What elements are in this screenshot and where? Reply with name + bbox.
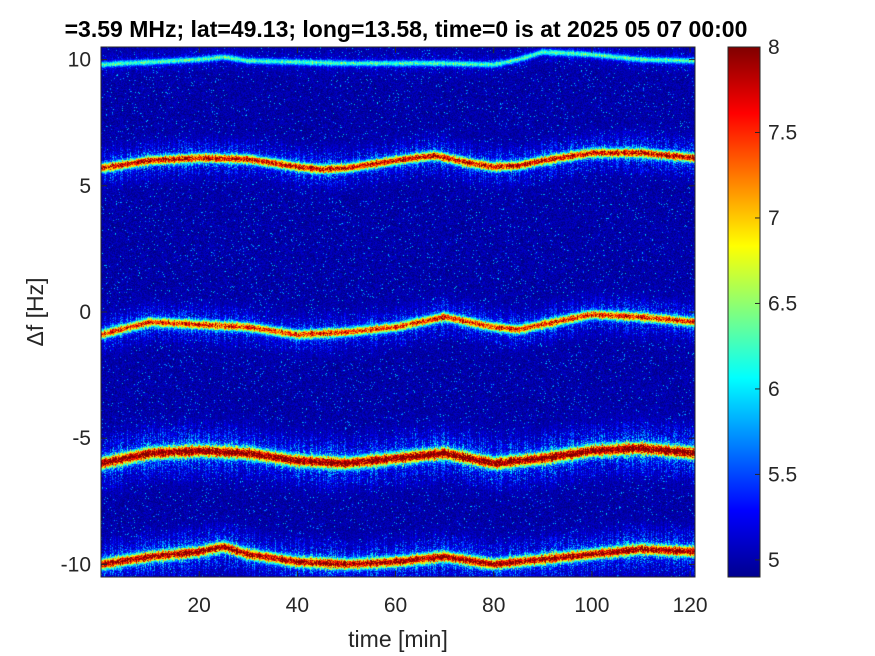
- y-tick-label: -10: [61, 553, 91, 576]
- colorbar-frame: [727, 46, 761, 578]
- heatmap-image-holder: [101, 47, 695, 577]
- x-tick-label: 40: [286, 594, 309, 617]
- y-tick-label: -5: [72, 427, 91, 450]
- y-axis: 10 5 0 -5 -10: [61, 49, 695, 576]
- y-tick-label: 5: [79, 175, 91, 198]
- colorbar-tick-label: 6: [768, 378, 780, 401]
- x-axis-label: time [min]: [348, 626, 448, 652]
- plot-area: [100, 46, 696, 578]
- y-tick-label: 0: [79, 301, 91, 324]
- colorbar-tick-label: 5: [768, 549, 780, 572]
- x-tick-label: 100: [574, 594, 609, 617]
- colorbar-tick-label: 5.5: [768, 463, 797, 486]
- colorbar-tick-label: 7.5: [768, 121, 797, 144]
- colorbar-tick-label: 6.5: [768, 292, 797, 315]
- x-axis: 20 40 60 80 100 120: [188, 47, 708, 617]
- x-tick-label: 60: [384, 594, 407, 617]
- chart-title: =3.59 MHz; lat=49.13; long=13.58, time=0…: [65, 16, 748, 42]
- x-tick-label: 120: [673, 594, 708, 617]
- colorbar-gradient: [728, 47, 760, 577]
- colorbar-ticks: 8 7.5 7 6.5 6 5.5 5: [755, 36, 797, 572]
- y-tick-label: 10: [68, 49, 91, 72]
- x-tick-label: 20: [188, 594, 211, 617]
- colorbar: 8 7.5 7 6.5 6 5.5 5: [727, 36, 797, 578]
- colorbar-tick-label: 8: [768, 36, 780, 59]
- x-tick-label: 80: [482, 594, 505, 617]
- y-axis-label: Δf [Hz]: [22, 277, 48, 346]
- colorbar-tick-label: 7: [768, 207, 780, 230]
- heatmap-image: [101, 47, 695, 577]
